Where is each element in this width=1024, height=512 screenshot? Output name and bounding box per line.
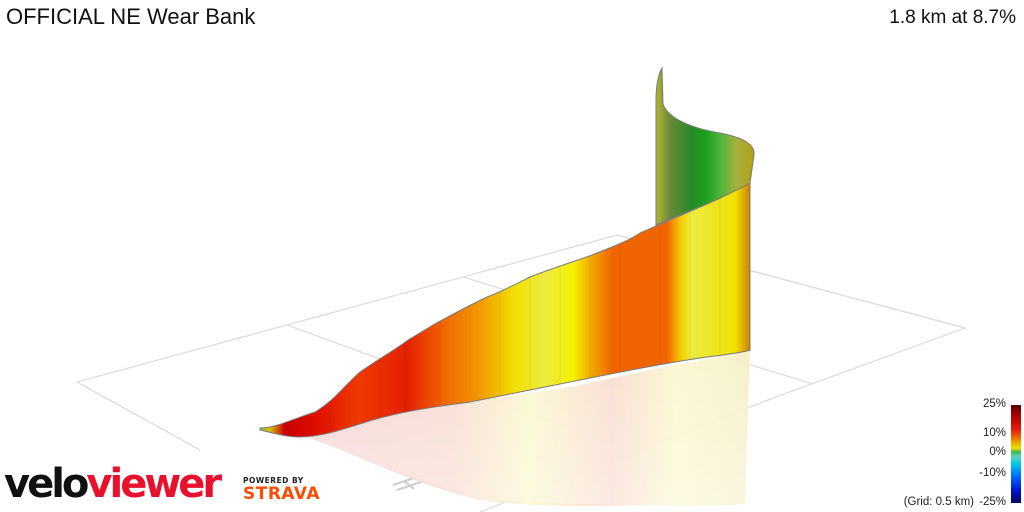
legend-label-min: -25% <box>979 496 1006 508</box>
logo-velo: velo <box>4 461 89 507</box>
strava-logo: STRAVA <box>243 484 321 504</box>
grid-scale-note: (Grid: 0.5 km) <box>903 496 974 508</box>
legend-label-max: 25% <box>982 398 1006 410</box>
logo-viewer: viewer <box>86 461 222 507</box>
gradient-legend: 25% 10% 0% -10% -25% (Grid: 0.5 km) <box>884 396 1024 512</box>
veloviewer-logo[interactable]: veloviewer <box>4 461 222 507</box>
segment-title: OFFICIAL NE Wear Bank <box>6 4 256 29</box>
ribbon-stripes <box>329 199 721 435</box>
legend-label-neg10: -10% <box>979 467 1006 479</box>
powered-by-strava[interactable]: POWERED BY STRAVA <box>243 476 320 503</box>
segment-summary: 1.8 km at 8.7% <box>889 7 1016 28</box>
gradient-color-scale <box>1011 405 1021 503</box>
elevation-ribbon <box>259 182 751 438</box>
legend-label-10: 10% <box>982 427 1006 439</box>
legend-label-0: 0% <box>989 446 1006 458</box>
powered-by-label: POWERED BY <box>243 476 304 485</box>
